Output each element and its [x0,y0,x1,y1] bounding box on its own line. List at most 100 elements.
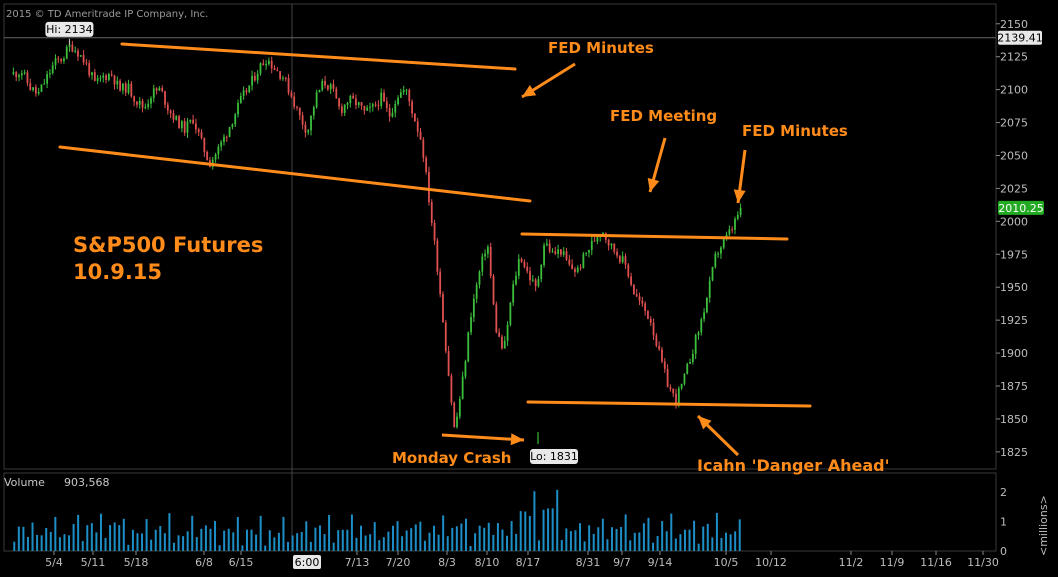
price-candle [383,92,385,102]
price-candle [144,106,147,108]
volume-bar [606,539,609,551]
volume-bar [446,536,449,551]
volume-bar [287,541,290,551]
arrow-monday-crash-shaft [441,433,525,442]
price-candle [332,84,335,89]
volume-bar [551,508,554,551]
range-bottom-line [526,400,812,408]
price-candle [245,90,248,93]
price-candle [537,279,540,287]
price-candle [691,353,694,363]
price-candle [326,85,329,90]
price-candle [428,171,430,203]
price-candle [472,298,475,318]
price-candle [686,363,689,374]
date-tick-label: 9/14 [648,556,673,569]
price-candle [557,249,559,254]
date-tick-label: 7/20 [386,556,411,569]
price-candle [540,265,543,280]
price-candle [394,104,397,113]
volume-bar [227,528,230,551]
price-candle [722,239,725,248]
volume-bar [496,523,499,551]
price-candle [315,92,318,108]
volume-bar [542,509,545,551]
price-candle [102,75,105,78]
volume-bar [259,515,262,551]
price-candle [223,136,225,142]
price-candle [341,106,343,113]
price-candle [158,87,161,91]
volume-bar [218,545,221,551]
price-candle [515,275,517,285]
price-tick-label: 2125 [1000,51,1028,64]
date-tick-label: 6/8 [195,556,213,569]
price-candle [15,72,18,78]
volume-bar [364,535,367,551]
vol-tick-0: 0 [1000,545,1007,558]
price-candles [12,38,742,444]
price-candle [329,84,332,90]
price-tick-label: 1975 [1000,248,1028,261]
volume-bar [588,525,591,551]
price-candle [169,110,172,114]
price-candle [680,383,683,389]
range-top-line [520,232,789,241]
volume-bar [177,535,180,551]
price-candle [214,154,217,160]
price-candle [166,104,169,111]
price-candle [464,361,467,377]
date-tick-label: 8/3 [438,556,456,569]
date-axis: 5/4 5/11 5/18 6/8 6/15 7/13 7/20 8/3 8/10 8/17 8/3… [45,551,999,569]
price-candle [512,284,515,303]
price-candle [352,95,355,99]
volume-bar [391,525,394,551]
price-candle [548,243,551,252]
price-candle [85,62,88,64]
vol-tick-2: 2 [1000,486,1007,499]
annotation-icahn: Icahn 'Danger Ahead' [697,456,890,475]
date-tick-label: 11/9 [880,556,905,569]
volume-bar [574,530,577,551]
lo-tag-bg [530,449,578,464]
volume-bar [592,533,595,551]
volume-bars [13,489,741,551]
volume-bar [209,528,212,551]
volume-bar [22,526,25,551]
price-candle [644,303,647,312]
volume-bar [191,515,194,551]
price-candle [262,63,265,66]
volume-bar [264,545,267,551]
hi-tag-bg [45,21,94,37]
price-candle [470,317,472,333]
price-candle [433,222,436,241]
volume-bar [95,532,98,551]
price-candle [225,136,228,138]
volume-bar [122,518,125,551]
volume-bar [204,525,207,551]
volume-bar [168,513,171,551]
volume-bar [706,523,709,551]
volume-bar [729,534,732,551]
date-tick-label: 8/10 [475,556,500,569]
volume-bar [49,531,52,551]
arrow-fed-minutes-1-head [522,85,537,97]
price-tick-label: 2000 [1000,215,1028,228]
price-candle [189,119,192,122]
volume-bar [652,542,655,551]
volume-bar [460,523,463,551]
price-candle [12,72,15,74]
volume-bar [245,529,248,551]
price-candle [63,58,65,62]
price-candle [453,402,456,428]
price-candle [40,84,43,92]
volume-bar [104,537,107,551]
volume-bar [26,537,29,551]
price-candle [357,102,360,105]
annotation-fed-minutes-1: FED Minutes [548,39,654,57]
date-tick-label: 5/4 [45,556,63,569]
volume-bar [556,489,559,551]
volume-bar [17,526,20,551]
price-candle [602,232,604,235]
price-candle [310,115,312,131]
